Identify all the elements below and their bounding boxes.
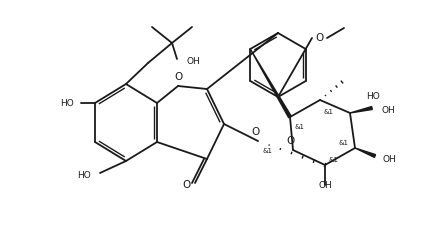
Polygon shape	[349, 107, 371, 113]
Polygon shape	[354, 148, 375, 157]
Text: OH: OH	[317, 181, 331, 190]
Text: O: O	[286, 136, 294, 146]
Text: HO: HO	[77, 170, 91, 179]
Text: &1: &1	[328, 157, 338, 163]
Text: O: O	[315, 33, 323, 43]
Text: HO: HO	[365, 91, 379, 100]
Text: OH: OH	[187, 56, 200, 65]
Text: OH: OH	[382, 155, 396, 164]
Text: &1: &1	[323, 109, 333, 115]
Text: O: O	[182, 180, 191, 190]
Text: &1: &1	[262, 148, 272, 154]
Text: HO: HO	[60, 99, 74, 108]
Text: &1: &1	[294, 124, 304, 130]
Polygon shape	[250, 49, 291, 118]
Text: OH: OH	[381, 105, 395, 114]
Text: O: O	[175, 72, 183, 82]
Text: &1: &1	[338, 140, 348, 146]
Text: O: O	[251, 127, 259, 137]
